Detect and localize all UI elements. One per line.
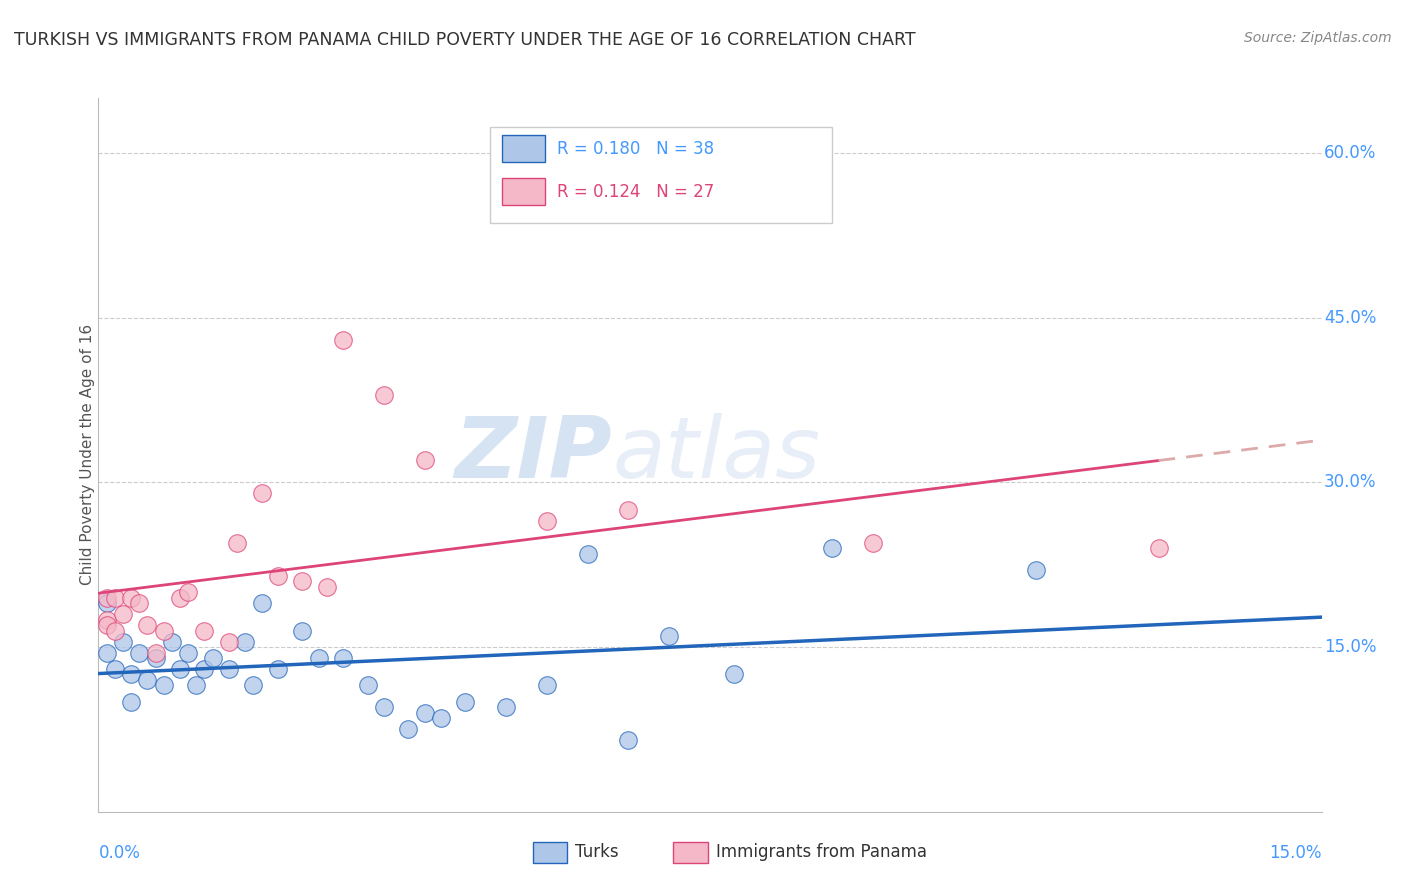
Point [373, 700, 395, 714]
Text: 45.0%: 45.0% [1324, 309, 1376, 326]
Point [226, 535, 249, 549]
Point [96, 613, 118, 627]
Point [96, 596, 118, 610]
Point [373, 387, 395, 401]
Point [169, 662, 191, 676]
Text: ZIP: ZIP [454, 413, 612, 497]
Point [96, 591, 118, 605]
Point [1147, 541, 1170, 556]
Bar [502, 178, 546, 205]
Point [617, 503, 640, 517]
Y-axis label: Child Poverty Under the Age of 16: Child Poverty Under the Age of 16 [80, 325, 94, 585]
Point [267, 662, 290, 676]
Point [291, 624, 314, 638]
Point [267, 568, 290, 582]
Bar [673, 842, 707, 863]
Point [250, 596, 273, 610]
FancyBboxPatch shape [489, 127, 832, 223]
Point [396, 723, 419, 737]
Point [145, 651, 167, 665]
Point [136, 618, 159, 632]
Point [218, 634, 240, 648]
Text: TURKISH VS IMMIGRANTS FROM PANAMA CHILD POVERTY UNDER THE AGE OF 16 CORRELATION : TURKISH VS IMMIGRANTS FROM PANAMA CHILD … [14, 31, 915, 49]
Point [152, 624, 174, 638]
Point [332, 651, 354, 665]
Point [201, 651, 224, 665]
Point [862, 535, 884, 549]
Point [120, 591, 142, 605]
Text: 0.0%: 0.0% [98, 844, 141, 862]
Point [136, 673, 159, 687]
Point [218, 662, 240, 676]
Point [576, 547, 599, 561]
Point [242, 678, 264, 692]
Point [145, 646, 167, 660]
Bar [533, 842, 567, 863]
Point [120, 667, 142, 681]
Text: 15.0%: 15.0% [1270, 844, 1322, 862]
Point [308, 651, 330, 665]
Point [315, 580, 337, 594]
Point [186, 678, 208, 692]
Point [193, 662, 215, 676]
Point [250, 486, 273, 500]
Point [111, 607, 134, 621]
Text: 60.0%: 60.0% [1324, 144, 1376, 162]
Point [152, 678, 174, 692]
Point [413, 706, 436, 720]
Point [96, 646, 118, 660]
Text: Source: ZipAtlas.com: Source: ZipAtlas.com [1244, 31, 1392, 45]
Text: atlas: atlas [612, 413, 820, 497]
Point [128, 596, 150, 610]
Text: 30.0%: 30.0% [1324, 474, 1376, 491]
Point [177, 646, 200, 660]
Point [617, 733, 640, 747]
Point [120, 695, 142, 709]
Point [104, 624, 127, 638]
Bar [502, 136, 546, 162]
Point [233, 634, 256, 648]
Text: 15.0%: 15.0% [1324, 638, 1376, 656]
Text: R = 0.124   N = 27: R = 0.124 N = 27 [557, 183, 714, 201]
Point [1025, 563, 1047, 577]
Text: Immigrants from Panama: Immigrants from Panama [716, 844, 927, 862]
Point [111, 634, 134, 648]
Point [430, 711, 453, 725]
Text: R = 0.180   N = 38: R = 0.180 N = 38 [557, 140, 714, 158]
Point [723, 667, 745, 681]
Point [454, 695, 477, 709]
Point [536, 514, 558, 528]
Point [821, 541, 844, 556]
Point [128, 646, 150, 660]
Point [332, 333, 354, 347]
Point [96, 618, 118, 632]
Point [160, 634, 183, 648]
Point [413, 453, 436, 467]
Point [193, 624, 215, 638]
Point [495, 700, 517, 714]
Point [177, 585, 200, 599]
Point [291, 574, 314, 589]
Point [658, 629, 681, 643]
Point [104, 662, 127, 676]
Point [536, 678, 558, 692]
Point [169, 591, 191, 605]
Text: Turks: Turks [575, 844, 619, 862]
Point [356, 678, 378, 692]
Point [104, 591, 127, 605]
